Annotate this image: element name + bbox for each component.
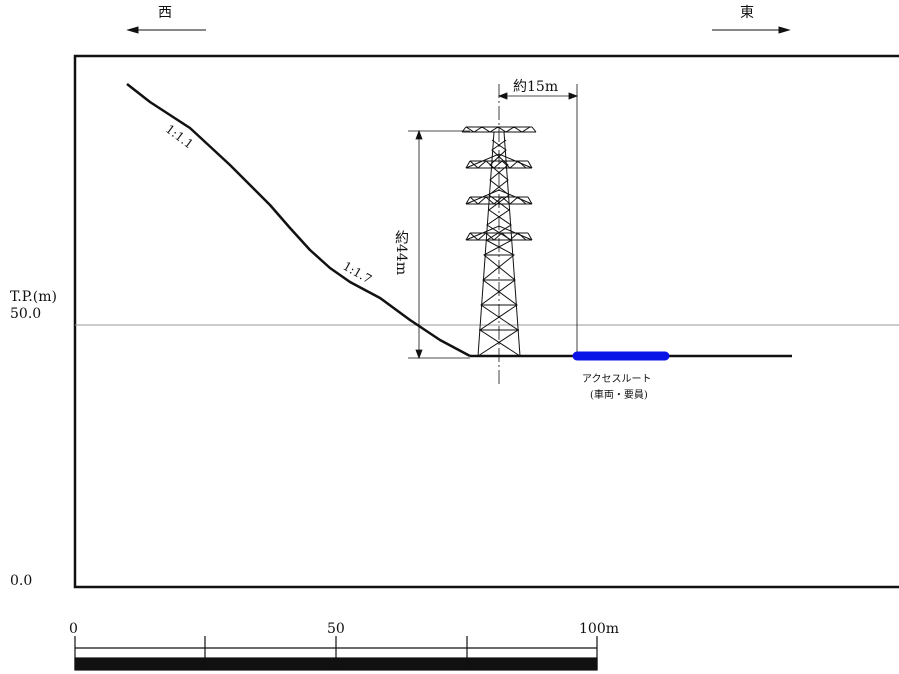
scale-tick-100: 100m <box>579 621 619 637</box>
west-label: 西 <box>158 5 172 21</box>
scale-tick-50: 50 <box>327 621 345 637</box>
height-dimension <box>408 129 470 360</box>
width-dimension-label: 約15m <box>513 79 559 95</box>
access-route-note: (車両・要員) <box>590 390 648 401</box>
section-frame <box>73 54 899 589</box>
east-label: 東 <box>740 5 754 21</box>
access-route-label: アクセスルート <box>582 374 652 385</box>
scale-tick-0: 0 <box>69 621 78 637</box>
width-dimension <box>497 84 579 352</box>
ground-slope-profile <box>126 83 471 358</box>
y-tick-50: 50.0 <box>10 306 42 322</box>
scale-bar <box>74 636 598 671</box>
height-dimension-label: 約44m <box>393 230 409 276</box>
y-axis-title: T.P.(m) <box>10 289 57 305</box>
east-arrow <box>712 26 791 34</box>
y-tick-0: 0.0 <box>10 573 33 589</box>
west-arrow <box>126 26 206 34</box>
